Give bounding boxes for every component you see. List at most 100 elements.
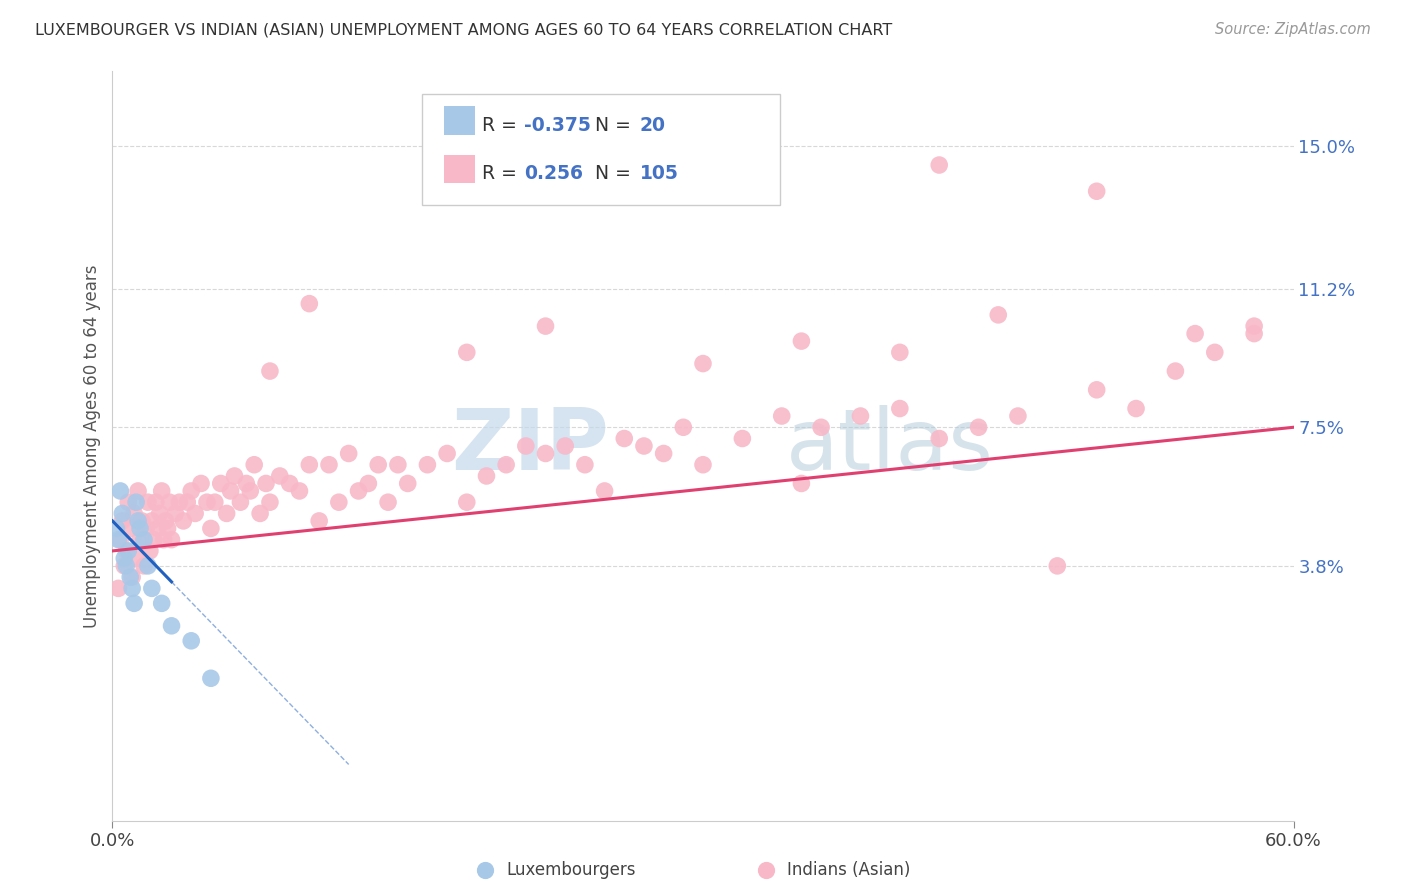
Point: [810, 420, 832, 434]
Point: [176, 495, 198, 509]
Point: [652, 446, 675, 460]
Point: [149, 507, 172, 521]
Point: [987, 308, 1010, 322]
Point: [200, 521, 222, 535]
Point: [889, 401, 911, 416]
Point: [495, 458, 517, 472]
Point: [849, 409, 872, 423]
Point: [308, 514, 330, 528]
Point: [235, 476, 257, 491]
Point: [129, 521, 152, 535]
Point: [215, 507, 238, 521]
Point: [416, 458, 439, 472]
Point: [145, 495, 167, 509]
Point: [150, 596, 173, 610]
Text: R =: R =: [482, 164, 523, 183]
Text: Indians (Asian): Indians (Asian): [787, 861, 911, 879]
Point: [146, 521, 169, 535]
Point: [172, 514, 194, 528]
Point: [112, 551, 135, 566]
Point: [928, 432, 950, 446]
Point: [160, 619, 183, 633]
Point: [967, 420, 990, 434]
Point: [456, 345, 478, 359]
Point: [117, 495, 139, 509]
Point: [155, 514, 177, 528]
Point: [127, 483, 149, 498]
Point: [328, 495, 350, 509]
Point: [135, 521, 157, 535]
Point: [889, 345, 911, 359]
Point: [136, 495, 159, 509]
Point: [120, 570, 142, 584]
Point: [1243, 319, 1265, 334]
Point: [288, 483, 311, 498]
Point: [132, 533, 155, 547]
Point: [318, 458, 340, 472]
Text: 20: 20: [640, 116, 665, 135]
Point: [184, 507, 207, 521]
Point: [259, 495, 281, 509]
Point: [195, 495, 218, 509]
Point: [132, 558, 155, 573]
Text: N =: N =: [595, 116, 637, 135]
Point: [377, 495, 399, 509]
Text: ZIP: ZIP: [451, 404, 609, 488]
Point: [790, 334, 813, 348]
Text: LUXEMBOURGER VS INDIAN (ASIAN) UNEMPLOYMENT AMONG AGES 60 TO 64 YEARS CORRELATIO: LUXEMBOURGER VS INDIAN (ASIAN) UNEMPLOYM…: [35, 22, 893, 37]
Point: [190, 476, 212, 491]
Point: [150, 483, 173, 498]
Point: [120, 521, 142, 535]
Point: [111, 507, 134, 521]
Point: [107, 533, 129, 547]
Point: [1007, 409, 1029, 423]
Point: [108, 700, 131, 714]
Point: [249, 507, 271, 521]
Point: [121, 570, 143, 584]
Point: [111, 514, 134, 528]
Point: [224, 469, 246, 483]
Point: [169, 495, 191, 509]
Point: [112, 700, 135, 714]
Point: [1204, 345, 1226, 359]
Point: [229, 495, 252, 509]
Point: [515, 439, 537, 453]
Point: [298, 296, 321, 310]
Point: [127, 514, 149, 528]
Point: [269, 469, 291, 483]
Y-axis label: Unemployment Among Ages 60 to 64 years: Unemployment Among Ages 60 to 64 years: [83, 264, 101, 628]
Text: 105: 105: [640, 164, 679, 183]
Point: [110, 533, 132, 547]
Point: [204, 495, 226, 509]
Point: [152, 533, 174, 547]
Point: [790, 476, 813, 491]
Point: [387, 458, 409, 472]
Point: [534, 446, 557, 460]
Point: [141, 582, 163, 596]
Point: [436, 446, 458, 460]
Point: [141, 514, 163, 528]
Point: [1085, 383, 1108, 397]
Point: [298, 458, 321, 472]
Point: [672, 420, 695, 434]
Point: [770, 409, 793, 423]
Point: [115, 544, 138, 558]
Point: [129, 533, 152, 547]
Text: Luxembourgers: Luxembourgers: [506, 861, 636, 879]
Point: [347, 483, 370, 498]
Point: [117, 544, 139, 558]
Point: [160, 533, 183, 547]
Point: [180, 483, 202, 498]
Point: [367, 458, 389, 472]
Point: [692, 458, 714, 472]
Point: [239, 483, 262, 498]
Point: [1046, 558, 1069, 573]
Point: [112, 558, 135, 573]
Point: [396, 476, 419, 491]
Point: [125, 495, 148, 509]
Point: [115, 558, 138, 573]
Point: [139, 544, 162, 558]
Point: [107, 582, 129, 596]
Point: [1085, 184, 1108, 198]
Point: [357, 476, 380, 491]
